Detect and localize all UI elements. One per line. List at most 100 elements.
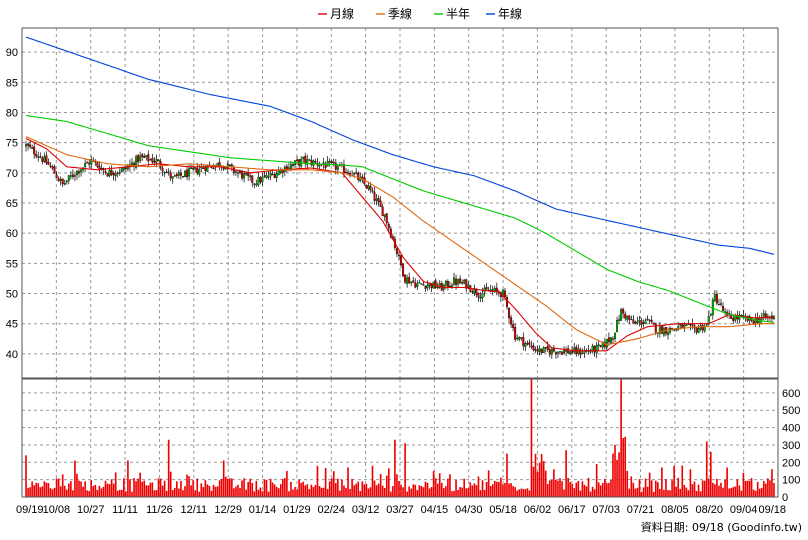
candle-body (508, 308, 511, 319)
candle (524, 341, 527, 352)
candle (84, 159, 87, 172)
volume-bar (367, 488, 370, 497)
candle (177, 170, 180, 180)
candle-body (359, 177, 362, 182)
candle-body (88, 162, 91, 165)
volume-bar (178, 488, 180, 497)
volume-bar (752, 489, 755, 497)
candle (55, 171, 58, 179)
volume-bar (679, 488, 682, 497)
volume-bar (555, 479, 557, 497)
candle-body (104, 171, 107, 173)
candle-body (122, 167, 125, 171)
volume-bar (39, 487, 42, 497)
volume-bar (532, 466, 535, 497)
volume-bar (314, 484, 317, 497)
volume-bar (406, 491, 408, 497)
candle-body (375, 198, 378, 201)
candle-body (556, 351, 559, 354)
candle-body (332, 162, 335, 164)
candle-body (153, 161, 156, 163)
candle (88, 159, 91, 169)
candle-body (318, 165, 321, 167)
candle (181, 176, 184, 178)
volume-bar (530, 379, 533, 497)
volume-bar (648, 472, 651, 497)
candle-body (78, 171, 80, 174)
candle-body (709, 313, 712, 316)
candle (638, 315, 641, 327)
candle-body (532, 345, 535, 351)
volume-bar (732, 487, 735, 497)
candle-body (408, 277, 411, 284)
candle (365, 184, 368, 189)
candle (359, 172, 362, 183)
candle (149, 158, 152, 161)
candle (345, 167, 347, 174)
volume-bar (273, 484, 276, 497)
candle (404, 274, 407, 284)
volume-bar (758, 488, 761, 497)
volume-bar (561, 481, 563, 497)
moving-average-lines (25, 36, 775, 352)
volume-bar (218, 480, 221, 497)
candle-body (471, 291, 474, 293)
candle (118, 168, 121, 176)
volume-bar (284, 478, 286, 497)
candle-body (326, 160, 329, 167)
volume-bar (255, 480, 258, 497)
price-tick-label: 80 (6, 107, 18, 119)
candle-body (646, 318, 649, 321)
candle-body (418, 282, 421, 284)
volume-bar (204, 480, 207, 497)
candle-body (616, 319, 619, 333)
candle (534, 346, 537, 353)
candle (542, 346, 545, 354)
candle-body (526, 343, 529, 345)
candle-body (597, 344, 600, 347)
candle-body (269, 173, 272, 177)
candle (611, 336, 614, 344)
candle-body (595, 345, 598, 354)
candle-body (611, 338, 614, 340)
candle-body (695, 327, 698, 333)
candle-body (292, 163, 294, 167)
volume-bar (618, 452, 620, 497)
volume-bar (722, 487, 724, 497)
volume-bar (616, 459, 618, 497)
candle (599, 344, 602, 348)
candle-body (196, 168, 199, 174)
volume-bar (516, 490, 519, 497)
volume-bar (534, 453, 537, 497)
candle (479, 292, 482, 303)
volume-bar (487, 470, 490, 497)
volume-bar (426, 482, 429, 497)
candle-body (173, 175, 176, 177)
volume-bar (447, 478, 449, 497)
candle-body (720, 303, 722, 305)
volume-bar (667, 490, 669, 497)
volume-bar (475, 485, 478, 497)
volume-bar (654, 480, 657, 497)
candle (414, 278, 417, 289)
candle-body (446, 280, 449, 288)
volume-bar (734, 486, 737, 497)
volume-bar (695, 491, 698, 497)
date-tick-label: 10/27 (77, 504, 105, 516)
candle-body (495, 287, 498, 292)
candle-body (33, 146, 36, 155)
volume-bar (504, 482, 506, 497)
candle (514, 323, 517, 342)
candle (39, 152, 42, 159)
volume-bar (597, 482, 600, 497)
candle (330, 159, 333, 165)
candle-body (126, 165, 129, 170)
candle (536, 345, 539, 355)
candle (658, 322, 661, 338)
volume-bar (514, 487, 516, 497)
volume-bar (614, 444, 616, 497)
date-tick-label: 05/18 (489, 504, 517, 516)
volume-bar (363, 484, 366, 497)
candle-body (479, 296, 482, 299)
